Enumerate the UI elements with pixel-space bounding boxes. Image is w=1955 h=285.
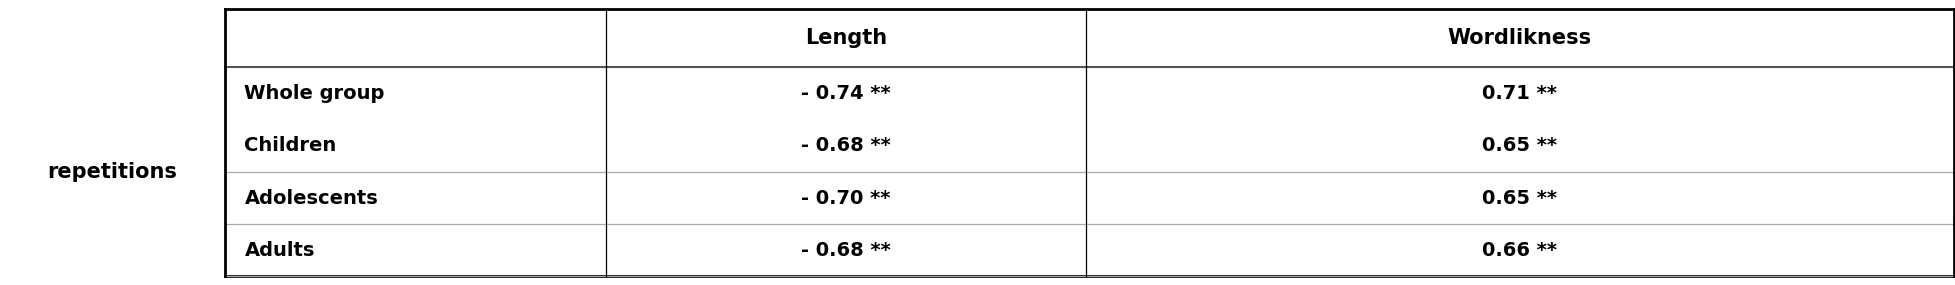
Text: Length: Length: [805, 28, 886, 48]
Text: Wordlikness: Wordlikness: [1447, 28, 1591, 48]
Text: - 0.74 **: - 0.74 **: [802, 84, 890, 103]
Text: Adolescents: Adolescents: [244, 189, 377, 207]
Text: Adults: Adults: [244, 241, 315, 260]
Text: Whole group: Whole group: [244, 84, 385, 103]
Text: 0.65 **: 0.65 **: [1482, 136, 1556, 155]
Text: - 0.68 **: - 0.68 **: [802, 241, 890, 260]
Text: repetitions: repetitions: [47, 162, 178, 182]
Text: 0.66 **: 0.66 **: [1482, 241, 1556, 260]
Text: Children: Children: [244, 136, 336, 155]
Text: - 0.68 **: - 0.68 **: [802, 136, 890, 155]
Text: 0.71 **: 0.71 **: [1482, 84, 1556, 103]
Text: 0.65 **: 0.65 **: [1482, 189, 1556, 207]
Text: - 0.70 **: - 0.70 **: [802, 189, 890, 207]
